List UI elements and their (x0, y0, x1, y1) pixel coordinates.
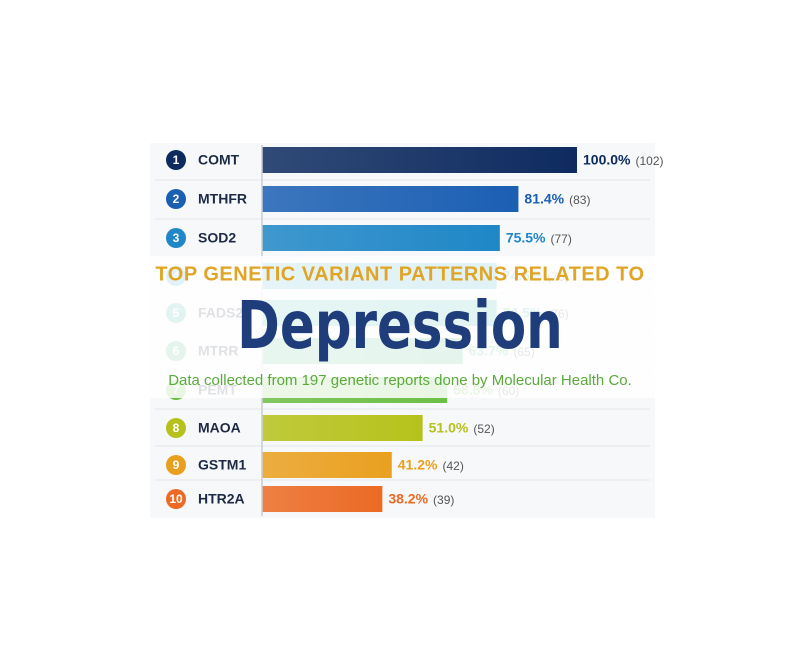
bar (262, 486, 383, 512)
bar (262, 147, 577, 173)
rank-badge (166, 150, 186, 170)
supertitle: TOP GENETIC VARIANT PATTERNS RELATED TO (155, 263, 644, 285)
value-label: 41.2% (398, 457, 438, 473)
rank-number: 8 (173, 421, 180, 435)
subtitle: Data collected from 197 genetic reports … (168, 372, 632, 389)
rank-badge (166, 489, 186, 509)
gene-label: HTR2A (198, 491, 245, 507)
rank-badge (166, 189, 186, 209)
title-overlay (140, 256, 660, 398)
count-label: (39) (433, 493, 454, 507)
count-label: (52) (473, 422, 494, 436)
gene-label: MAOA (198, 420, 241, 436)
rank-badge (166, 418, 186, 438)
gene-label: COMT (198, 152, 240, 168)
value-label: 100.0% (583, 152, 631, 168)
count-label: (42) (442, 459, 463, 473)
count-label: (102) (635, 154, 663, 168)
value-label: 51.0% (429, 420, 469, 436)
value-label: 38.2% (388, 491, 428, 507)
chart-title: Depression (237, 287, 563, 364)
bar (262, 186, 519, 212)
rank-number: 9 (173, 458, 180, 472)
value-label: 75.5% (506, 230, 546, 246)
bar (262, 225, 500, 251)
gene-label: GSTM1 (198, 457, 246, 473)
gene-label: MTHFR (198, 191, 247, 207)
gene-label: SOD2 (198, 230, 236, 246)
rank-badge (166, 455, 186, 475)
rank-number: 1 (173, 153, 180, 167)
rank-badge (166, 228, 186, 248)
count-label: (77) (551, 232, 572, 246)
bar (262, 415, 423, 441)
rank-number: 10 (169, 492, 183, 506)
count-label: (83) (569, 193, 590, 207)
value-label: 81.4% (524, 191, 564, 207)
rank-number: 3 (173, 231, 180, 245)
bar (262, 452, 392, 478)
rank-number: 2 (173, 192, 180, 206)
